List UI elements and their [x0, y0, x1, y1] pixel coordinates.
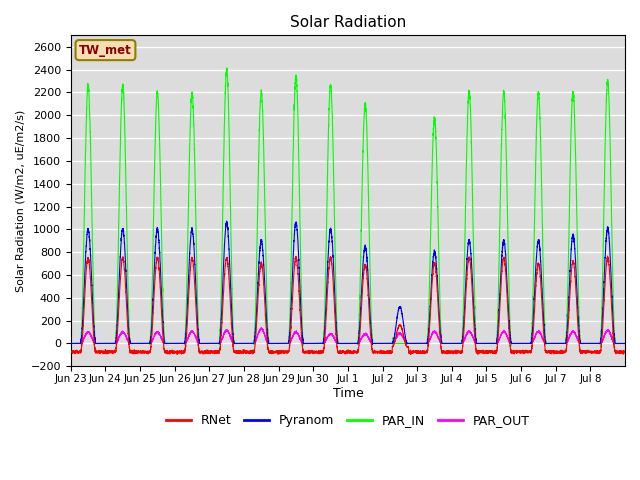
- Title: Solar Radiation: Solar Radiation: [290, 15, 406, 30]
- Y-axis label: Solar Radiation (W/m2, uE/m2/s): Solar Radiation (W/m2, uE/m2/s): [15, 110, 25, 292]
- Text: TW_met: TW_met: [79, 44, 132, 57]
- X-axis label: Time: Time: [333, 387, 364, 400]
- Legend: RNet, Pyranom, PAR_IN, PAR_OUT: RNet, Pyranom, PAR_IN, PAR_OUT: [161, 409, 535, 432]
